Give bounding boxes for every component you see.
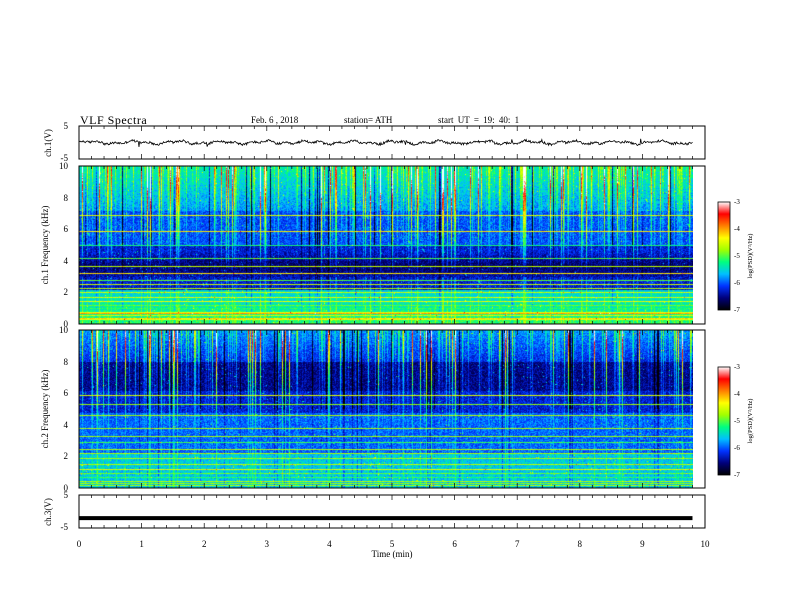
- ch2-freq-tick-0: 0: [64, 483, 69, 493]
- x-tick-label-9: 9: [640, 539, 645, 549]
- ch1-freq-tick-6: 6: [64, 224, 69, 234]
- ch1-freq-tick-0: 0: [64, 319, 69, 329]
- ch2-freq-tick-4: 4: [64, 420, 69, 430]
- ch2-spectrogram-image: [79, 330, 693, 488]
- ch1-colorbar-tick--6: -6: [734, 279, 740, 287]
- x-tick-label-2: 2: [202, 539, 207, 549]
- ch2-colorbar-tick--4: -4: [734, 390, 740, 398]
- ch1-waveform-frame: [78, 125, 706, 160]
- ch2-colorbar-bar: [717, 366, 731, 476]
- ch2-freq-tick-10: 10: [59, 325, 69, 335]
- figure-title: VLF Spectra: [80, 113, 148, 127]
- ch1-freq-tick-4: 4: [64, 256, 69, 266]
- ch1-colorbar-label: log(PSD)(V²/Hz): [747, 234, 754, 279]
- ch1-waveform-trace: [78, 138, 693, 147]
- ch1-spectrogram-image: [79, 166, 693, 324]
- ch1-waveform-panel: 5 -5 ch.1(V): [43, 121, 706, 163]
- ch1-spectrogram-panel: 0 2 4 6 8 10 ch.1 Frequency (kHz): [40, 161, 706, 329]
- ch2-spectrogram-ylabel: ch.2 Frequency (kHz): [40, 370, 50, 449]
- ch1-freq-tick-8: 8: [64, 193, 69, 203]
- ch2-freq-tick-2: 2: [64, 451, 69, 461]
- ch2-freq-tick-6: 6: [64, 388, 69, 398]
- ch1-ytick-bottom: -5: [61, 153, 69, 163]
- ch2-colorbar: -3 -4 -5 -6 -7 log(PSD)(V²/Hz): [717, 363, 754, 479]
- x-tick-label-10: 10: [701, 539, 711, 549]
- ch2-spectrogram-panel: 0 2 4 6 8 10 ch.2 Frequency (kHz): [40, 325, 706, 493]
- ch2-colorbar-tick--7: -7: [734, 471, 740, 479]
- ch1-spectrogram-ylabel: ch.1 Frequency (kHz): [40, 206, 50, 285]
- ch2-spectrogram-ytick-labels: 0 2 4 6 8 10: [59, 325, 69, 493]
- x-tick-label-6: 6: [452, 539, 457, 549]
- ch3-waveform-panel: 5 -5 ch.3(V): [43, 490, 706, 532]
- x-tick-label-7: 7: [515, 539, 520, 549]
- ch1-ytick-top: 5: [64, 121, 69, 131]
- x-tick-label-4: 4: [327, 539, 332, 549]
- start-ut-label: start UT = 19: 40: 1: [438, 115, 520, 125]
- ch1-spectrogram-ticks: [78, 166, 706, 324]
- x-tick-label-1: 1: [139, 539, 144, 549]
- ch2-colorbar-tick--6: -6: [734, 444, 740, 452]
- ch2-colorbar-tick--3: -3: [734, 363, 740, 371]
- ch1-waveform-ylabel: ch.1(V): [43, 129, 53, 157]
- x-tick-label-8: 8: [578, 539, 583, 549]
- ch3-waveform-frame: [78, 494, 706, 529]
- x-tick-label-5: 5: [390, 539, 395, 549]
- station-label: station= ATH: [344, 115, 393, 125]
- x-axis-tick-labels: 0 1 2 3 4 5 6 7 8 9 10: [77, 539, 710, 549]
- ch3-waveform-ylabel: ch.3(V): [43, 498, 53, 526]
- ch2-spectrogram-ticks: [78, 330, 706, 488]
- ch3-ytick-bottom: -5: [61, 522, 69, 532]
- ch3-waveform-ticks: [78, 495, 706, 528]
- ch1-colorbar-tick--4: -4: [734, 225, 740, 233]
- ch1-waveform-ticks: [78, 126, 706, 159]
- ch1-spectrogram-ytick-labels: 0 2 4 6 8 10: [59, 161, 69, 329]
- ch1-colorbar-bar: [717, 201, 731, 311]
- ch3-ytick-top: 5: [64, 490, 69, 500]
- ch1-colorbar-tick--3: -3: [734, 198, 740, 206]
- ch1-freq-tick-2: 2: [64, 287, 69, 297]
- ch2-colorbar-tick--5: -5: [734, 417, 740, 425]
- ch1-colorbar-tick--5: -5: [734, 252, 740, 260]
- x-tick-label-0: 0: [77, 539, 82, 549]
- x-axis-label: Time (min): [372, 549, 413, 559]
- x-tick-label-3: 3: [265, 539, 270, 549]
- date-label: Feb. 6 , 2018: [251, 115, 299, 125]
- ch1-freq-tick-10: 10: [59, 161, 69, 171]
- ch1-colorbar-tick--7: -7: [734, 306, 740, 314]
- ch2-freq-tick-8: 8: [64, 357, 69, 367]
- ch1-colorbar: -3 -4 -5 -6 -7 log(PSD)(V²/Hz): [717, 198, 754, 314]
- ch2-colorbar-label: log(PSD)(V²/Hz): [747, 399, 754, 444]
